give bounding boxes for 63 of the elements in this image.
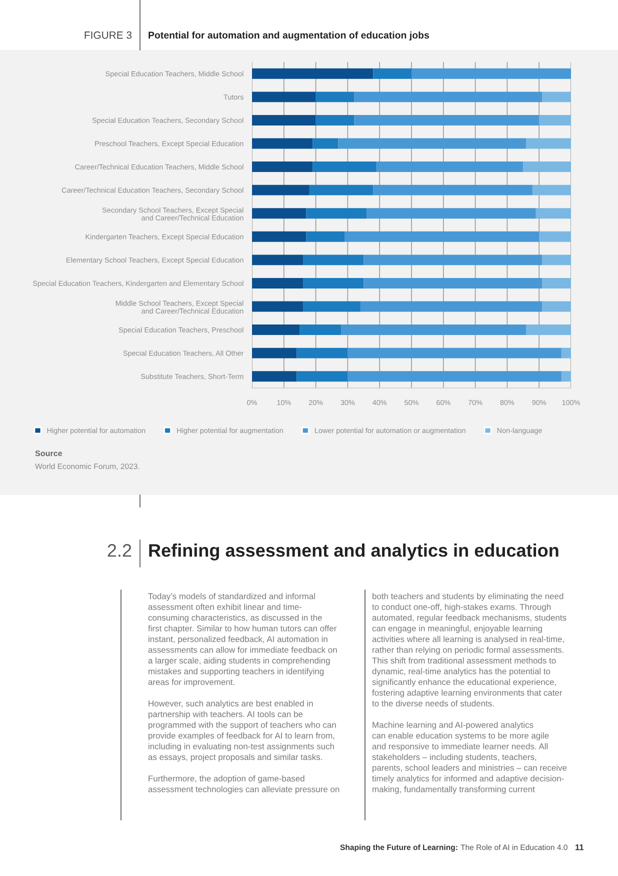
bar (539, 231, 571, 242)
bar (354, 92, 542, 102)
bar (526, 138, 571, 149)
bar (523, 162, 571, 172)
bar (252, 208, 306, 219)
bar (341, 324, 526, 336)
bar (532, 184, 571, 196)
bar (252, 278, 304, 288)
bar (366, 208, 536, 219)
bar (306, 231, 345, 242)
bar (309, 184, 374, 196)
bar (360, 301, 542, 312)
bar (252, 324, 300, 336)
bar (354, 114, 540, 126)
bar (252, 231, 306, 242)
bar (252, 138, 313, 149)
bar (316, 114, 354, 126)
bar (300, 324, 342, 336)
bar (539, 114, 571, 126)
bar (306, 208, 367, 219)
bar (252, 162, 313, 172)
bar (348, 348, 562, 358)
bar (364, 254, 542, 266)
bar (561, 348, 571, 358)
bar (542, 301, 571, 312)
bar (412, 68, 571, 79)
bar (296, 371, 348, 382)
bar (542, 278, 571, 288)
text: both teachers and students by eliminating the need to conduct one-off, high-stakes exams. Through automated, regular feedback mechanisms, students can engage in meaningful, enjoyable learning activities where all learning is analysed in real-time, rather than relying on periodic formal assessments. This shift from traditional assessment methods to dynamic, real-time analytics has the potential to significantly enhance the educational experience, fostering adaptive learning environments that cater to the diverse needs of students. Machine learning and AI-powered analytics can enable education systems to be more agile and responsive to immediate learner needs. All stakeholders – including students, teachers, parents, school leaders and ministries – can receive timely analytics for informed and adaptive decision- making, fundamentally transforming current (372, 593, 567, 794)
bar (252, 68, 374, 79)
text: Source (35, 450, 62, 456)
bar (312, 162, 376, 172)
bar (252, 254, 304, 266)
bar (296, 348, 348, 358)
text: Today’s models of standardized and informal assessment often exhibit linear and time- consuming characteristics, as discussed in the first chapter. Similar to how human tutors can offer instant, personalized feedback, AI automation in assessments can allow for immediate feedback on a larger scale, aiding students in comprehending mistakes and supporting teachers in identifying areas for improvement. However, such analytics are best enabled in partnership with teachers. AI tools can be programmed with the support of teachers who can provide examples of feedback for AI to learn from, including in evaluating non-test assignments such as essays, project proposals and similar tasks. Furthermore, the adoption of game-based assessment technologies can alleviate pressure on (148, 593, 340, 794)
bar (303, 301, 360, 312)
bar (338, 138, 526, 149)
bar (312, 138, 338, 149)
bar (373, 184, 533, 196)
bar (252, 114, 316, 126)
bar (303, 254, 364, 266)
text: 2.2 (108, 544, 132, 557)
bar (376, 162, 524, 172)
bar (252, 184, 310, 196)
bar (252, 371, 297, 382)
bar (364, 278, 542, 288)
bar (344, 231, 540, 242)
bar (561, 371, 571, 382)
bar (348, 371, 562, 382)
bar (303, 278, 364, 288)
bar (316, 92, 354, 102)
caption: FIGURE 3 (84, 31, 132, 39)
chart-title: Potential for automation and augmentation of education jobs (148, 31, 430, 41)
text: 11 (576, 844, 584, 850)
bar (542, 254, 571, 266)
bar (252, 348, 297, 358)
bar (536, 208, 571, 219)
bar (526, 324, 571, 336)
text: Refining assessment and analytics in education (149, 544, 558, 560)
bar (252, 92, 316, 102)
bar (542, 92, 571, 102)
bar (373, 68, 412, 79)
bar (252, 301, 304, 312)
